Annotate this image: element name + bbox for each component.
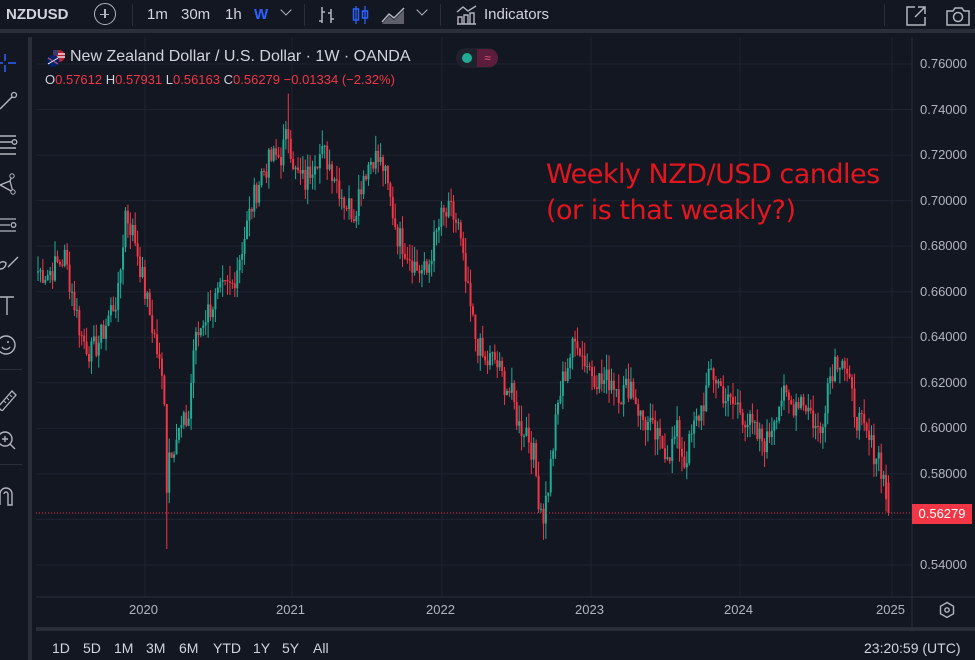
- market-open-dot: [462, 53, 472, 63]
- add-symbol-icon[interactable]: [94, 3, 116, 25]
- range-all[interactable]: All: [313, 640, 329, 656]
- time-tick-label: 2021: [276, 602, 305, 617]
- range-5d[interactable]: 5D: [83, 640, 101, 656]
- open-value: 0.57612: [55, 72, 103, 87]
- settings-icon[interactable]: [938, 601, 956, 619]
- toolbar-divider: [0, 464, 22, 465]
- symbol-search[interactable]: NZDUSD: [6, 6, 69, 23]
- toolbar-divider: [440, 4, 441, 26]
- toolbar-divider: [132, 4, 133, 26]
- top-toolbar: NZDUSD 1m 30m 1h W Indicators: [0, 0, 975, 33]
- price-tick-label: 0.72000: [920, 147, 967, 163]
- timeframe-1h[interactable]: 1h: [225, 6, 242, 23]
- price-tick-label: 0.66000: [920, 283, 967, 299]
- indicators-icon[interactable]: [455, 4, 479, 26]
- low-value: 0.56163: [173, 72, 220, 87]
- time-tick-label: 2022: [426, 602, 455, 617]
- range-1d[interactable]: 1D: [52, 640, 70, 656]
- candles-icon[interactable]: [350, 4, 372, 26]
- price-tick-label: 0.58000: [920, 465, 967, 481]
- emoji-icon[interactable]: [0, 333, 22, 357]
- range-6m[interactable]: 6M: [179, 640, 199, 656]
- brush-icon[interactable]: [0, 251, 22, 275]
- price-tick-label: 0.62000: [920, 374, 967, 390]
- data-delay-icon: ≈: [477, 49, 498, 67]
- time-tick-label: 2023: [575, 602, 604, 617]
- price-tick-label: 0.76000: [920, 56, 967, 71]
- price-tick-label: 0.64000: [920, 329, 967, 345]
- fib-lines-icon[interactable]: [0, 132, 22, 156]
- ohlc-legend: O0.57612 H0.57931 L0.56163 C0.56279 −0.0…: [45, 72, 395, 87]
- price-tick-label: 0.68000: [920, 238, 967, 254]
- close-value: 0.56279: [233, 72, 281, 87]
- range-1y[interactable]: 1Y: [253, 640, 271, 656]
- price-tick-label: 0.74000: [920, 101, 967, 117]
- crosshair-icon[interactable]: [0, 51, 22, 75]
- price-tick-label: 0.54000: [920, 556, 967, 572]
- range-ytd[interactable]: YTD: [213, 640, 241, 656]
- timeframe-1m[interactable]: 1m: [147, 6, 168, 23]
- area-chart-icon[interactable]: [380, 4, 406, 26]
- ruler-icon[interactable]: [0, 387, 22, 411]
- last-price-tag: 0.56279: [912, 504, 972, 524]
- chart-title: New Zealand Dollar / U.S. Dollar · 1W · …: [70, 48, 411, 65]
- chart-pane[interactable]: [36, 37, 975, 660]
- drawing-toolbar: [0, 37, 32, 660]
- timeframe-30m[interactable]: 30m: [181, 6, 211, 23]
- range-1m[interactable]: 1M: [114, 640, 134, 656]
- prediction-icon[interactable]: [0, 213, 22, 237]
- timeframe-w[interactable]: W: [254, 6, 269, 23]
- toolbar-divider: [884, 4, 885, 26]
- camera-icon[interactable]: [944, 4, 972, 28]
- trendline-icon[interactable]: [0, 89, 22, 113]
- range-5y[interactable]: 5Y: [282, 640, 300, 656]
- indicators-button[interactable]: Indicators: [484, 6, 550, 23]
- high-value: 0.57931: [115, 72, 163, 87]
- nzd-usd-flag-icon: [47, 50, 65, 67]
- magnet-icon[interactable]: [0, 483, 22, 507]
- annotation-text: Weekly NZD/USD candles (or is that weakl…: [546, 159, 880, 226]
- time-tick-label: 2024: [724, 602, 753, 617]
- price-tick-label: 0.70000: [920, 192, 967, 208]
- text-icon[interactable]: [0, 293, 22, 317]
- fullscreen-icon[interactable]: [904, 4, 928, 28]
- market-status-badge[interactable]: ≈: [456, 48, 498, 68]
- time-tick-label: 2025: [876, 602, 905, 617]
- toolbar-divider: [0, 369, 22, 370]
- zoom-in-icon[interactable]: [0, 429, 22, 453]
- pattern-icon[interactable]: [0, 173, 22, 197]
- range-3m[interactable]: 3M: [146, 640, 166, 656]
- bottom-divider: [36, 627, 975, 631]
- utc-clock[interactable]: 23:20:59 (UTC): [864, 640, 961, 656]
- bar-chart-icon[interactable]: [316, 4, 338, 26]
- price-tick-label: 0.60000: [920, 420, 967, 436]
- toolbar-divider: [304, 4, 305, 26]
- change-value: −0.01334 (−2.32%): [283, 72, 395, 87]
- time-tick-label: 2020: [129, 602, 158, 617]
